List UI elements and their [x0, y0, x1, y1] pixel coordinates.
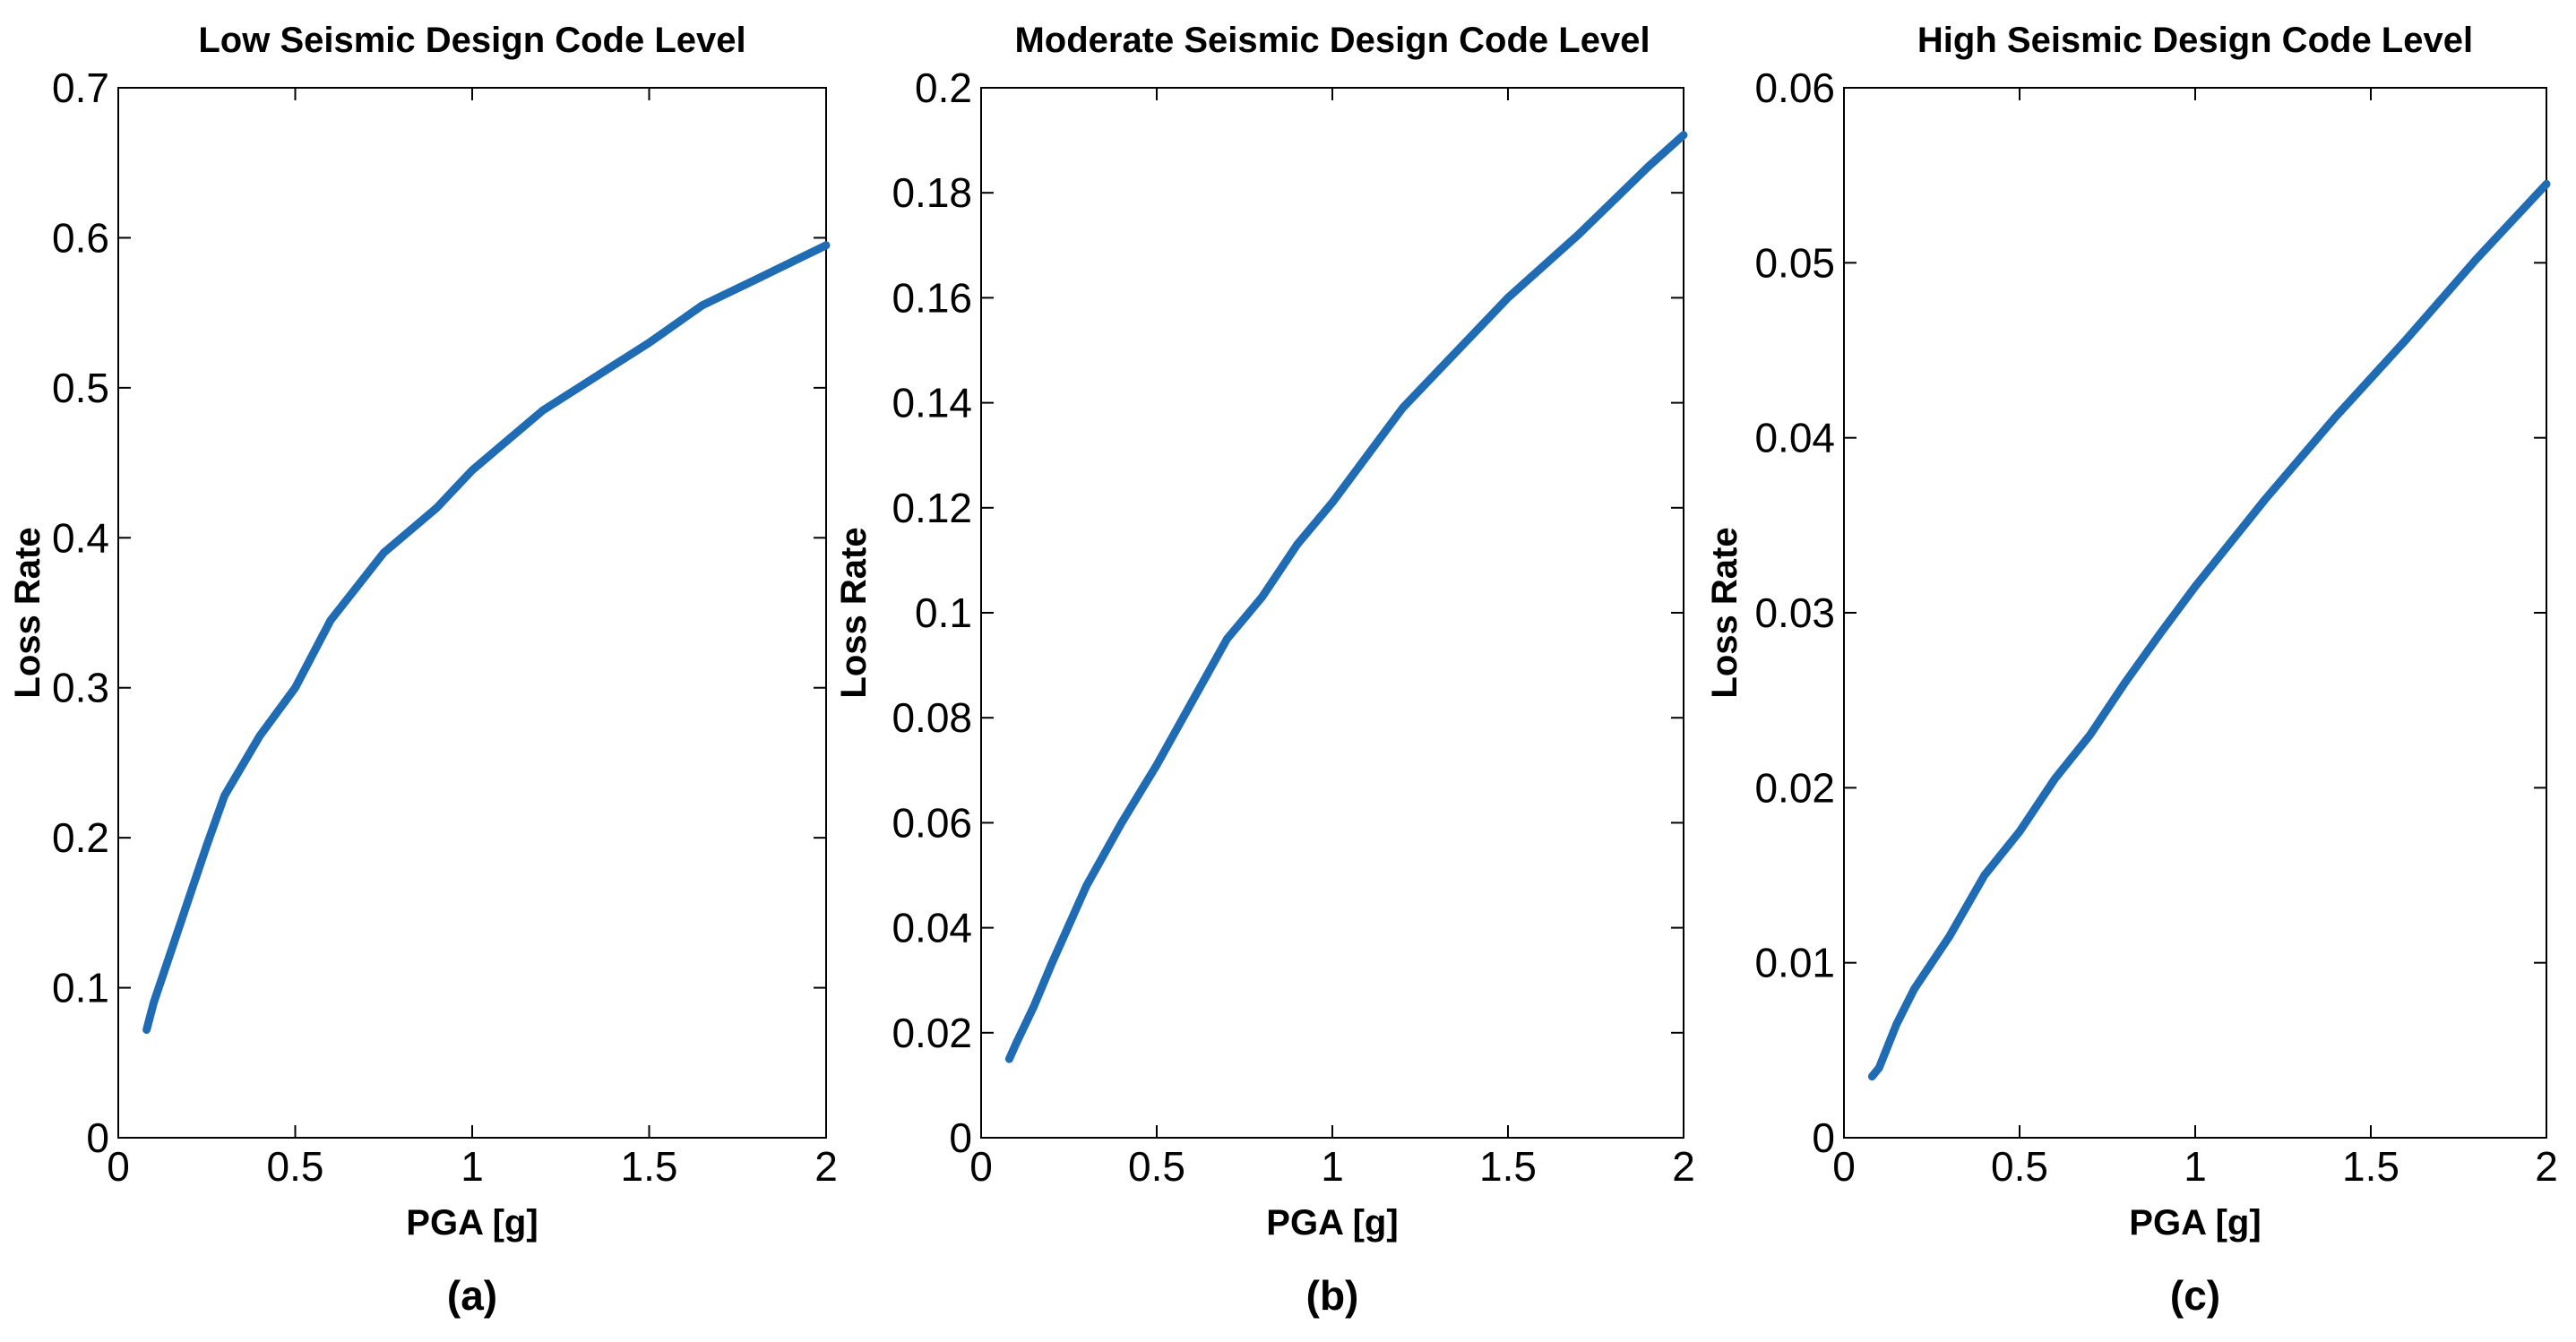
y-tick-label: 0 [86, 1114, 109, 1161]
panel-label: (a) [447, 1272, 497, 1319]
y-tick-label: 0.18 [892, 169, 972, 216]
y-tick-label: 0.2 [915, 65, 972, 111]
y-axis-label: Loss Rate [834, 527, 874, 698]
x-tick-label: 0 [1832, 1143, 1856, 1190]
y-tick-label: 0.12 [892, 485, 972, 531]
y-tick-label: 0.4 [52, 514, 109, 561]
x-tick-label: 2 [2535, 1143, 2558, 1190]
x-axis-label: PGA [g] [406, 1203, 538, 1243]
x-tick-label: 2 [814, 1143, 838, 1190]
y-tick-label: 0 [949, 1114, 972, 1161]
y-tick-label: 0.04 [1754, 415, 1835, 461]
y-tick-label: 0 [1812, 1114, 1835, 1161]
series-line [1004, 131, 1688, 1063]
panel-label: (b) [1306, 1272, 1359, 1319]
x-tick-label: 1.5 [1479, 1143, 1537, 1190]
x-tick-label: 0 [969, 1143, 993, 1190]
y-tick-label: 0.08 [892, 694, 972, 741]
y-tick-label: 0.02 [1754, 764, 1835, 811]
x-axis-label: PGA [g] [2129, 1203, 2261, 1243]
y-tick-label: 0.06 [1754, 65, 1835, 111]
x-tick-label: 0.5 [1128, 1143, 1185, 1190]
series-line [1867, 179, 2551, 1081]
x-tick-label: 0.5 [1991, 1143, 2048, 1190]
chart-title: Moderate Seismic Design Code Level [1014, 21, 1650, 60]
y-tick-label: 0.01 [1754, 940, 1835, 986]
y-tick-label: 0.03 [1754, 589, 1835, 636]
plot-frame [117, 87, 827, 1139]
chart-title: High Seismic Design Code Level [1917, 21, 2473, 60]
x-tick-label: 1.5 [2342, 1143, 2399, 1190]
panel-label: (c) [2170, 1272, 2220, 1319]
chart-title: Low Seismic Design Code Level [198, 21, 745, 60]
y-tick-label: 0.6 [52, 214, 109, 261]
plot-frame [980, 87, 1684, 1139]
series-line [142, 241, 831, 1034]
x-tick-label: 1 [461, 1143, 484, 1190]
y-tick-label: 0.7 [52, 65, 109, 111]
y-tick-label: 0.14 [892, 380, 972, 426]
y-tick-label: 0.5 [52, 365, 109, 411]
x-axis-label: PGA [g] [1266, 1203, 1398, 1243]
y-tick-label: 0.1 [52, 965, 109, 1011]
y-tick-label: 0.06 [892, 799, 972, 846]
y-tick-label: 0.2 [52, 814, 109, 861]
x-tick-label: 1 [1321, 1143, 1344, 1190]
x-tick-label: 0 [107, 1143, 130, 1190]
x-tick-label: 0.5 [267, 1143, 324, 1190]
y-tick-label: 0.02 [892, 1010, 972, 1056]
y-axis-label: Loss Rate [8, 527, 47, 698]
x-tick-label: 2 [1672, 1143, 1695, 1190]
x-tick-label: 1 [2184, 1143, 2207, 1190]
y-tick-label: 0.1 [915, 589, 972, 636]
y-tick-label: 0.16 [892, 274, 972, 321]
y-tick-label: 0.04 [892, 905, 972, 951]
y-tick-label: 0.05 [1754, 239, 1835, 286]
y-tick-label: 0.3 [52, 665, 109, 711]
x-tick-label: 1.5 [621, 1143, 678, 1190]
y-axis-label: Loss Rate [1705, 527, 1745, 698]
plot-frame [1843, 87, 2547, 1139]
